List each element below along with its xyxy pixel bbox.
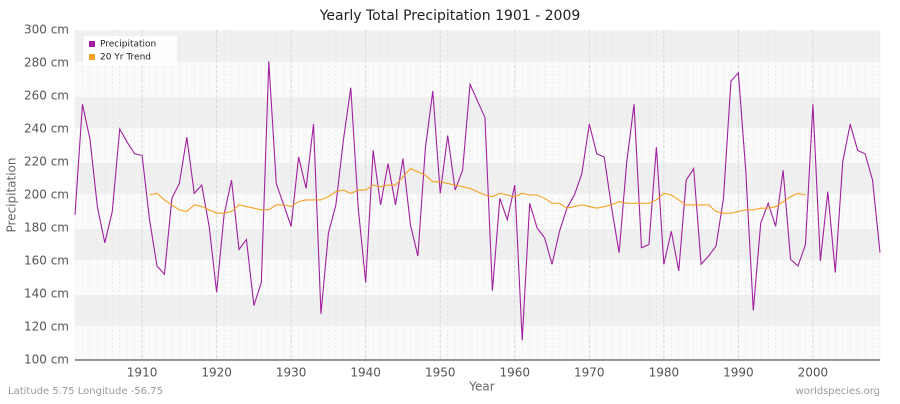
y-tick-label: 160 cm [24,254,69,268]
y-tick-label: 220 cm [24,155,69,169]
x-tick-label: 1910 [127,366,158,380]
x-axis-label: Year [468,380,494,394]
y-tick-label: 240 cm [24,122,69,136]
legend-box [83,36,177,66]
x-tick-label: 1960 [499,366,530,380]
x-tick-label: 2000 [798,366,829,380]
footer-left: Latitude 5.75 Longitude -56.75 [8,386,163,397]
legend-label: Precipitation [100,40,156,50]
y-tick-label: 180 cm [24,221,69,235]
y-tick-label: 120 cm [24,320,69,334]
x-tick-label: 1940 [350,366,381,380]
x-tick-label: 1970 [574,366,605,380]
x-tick-label: 1950 [425,366,456,380]
x-tick-label: 1990 [723,366,754,380]
series-line [149,167,806,214]
y-tick-label: 100 cm [24,353,69,367]
y-tick-label: 280 cm [24,56,69,70]
legend-swatch [89,41,95,47]
footer-right: worldspecies.org [796,386,880,397]
y-tick-label: 200 cm [24,188,69,202]
legend-label: 20 Yr Trend [100,53,151,63]
y-axis-label: Precipitation [5,157,19,232]
y-tick-label: 140 cm [24,287,69,301]
y-tick-label: 300 cm [24,23,69,37]
x-tick-label: 1920 [201,366,232,380]
x-tick-label: 1930 [276,366,307,380]
x-tick-label: 1980 [649,366,680,380]
y-tick-label: 260 cm [24,89,69,103]
chart-title: Yearly Total Precipitation 1901 - 2009 [319,8,581,24]
legend-swatch [89,54,95,60]
series-line [74,61,881,341]
